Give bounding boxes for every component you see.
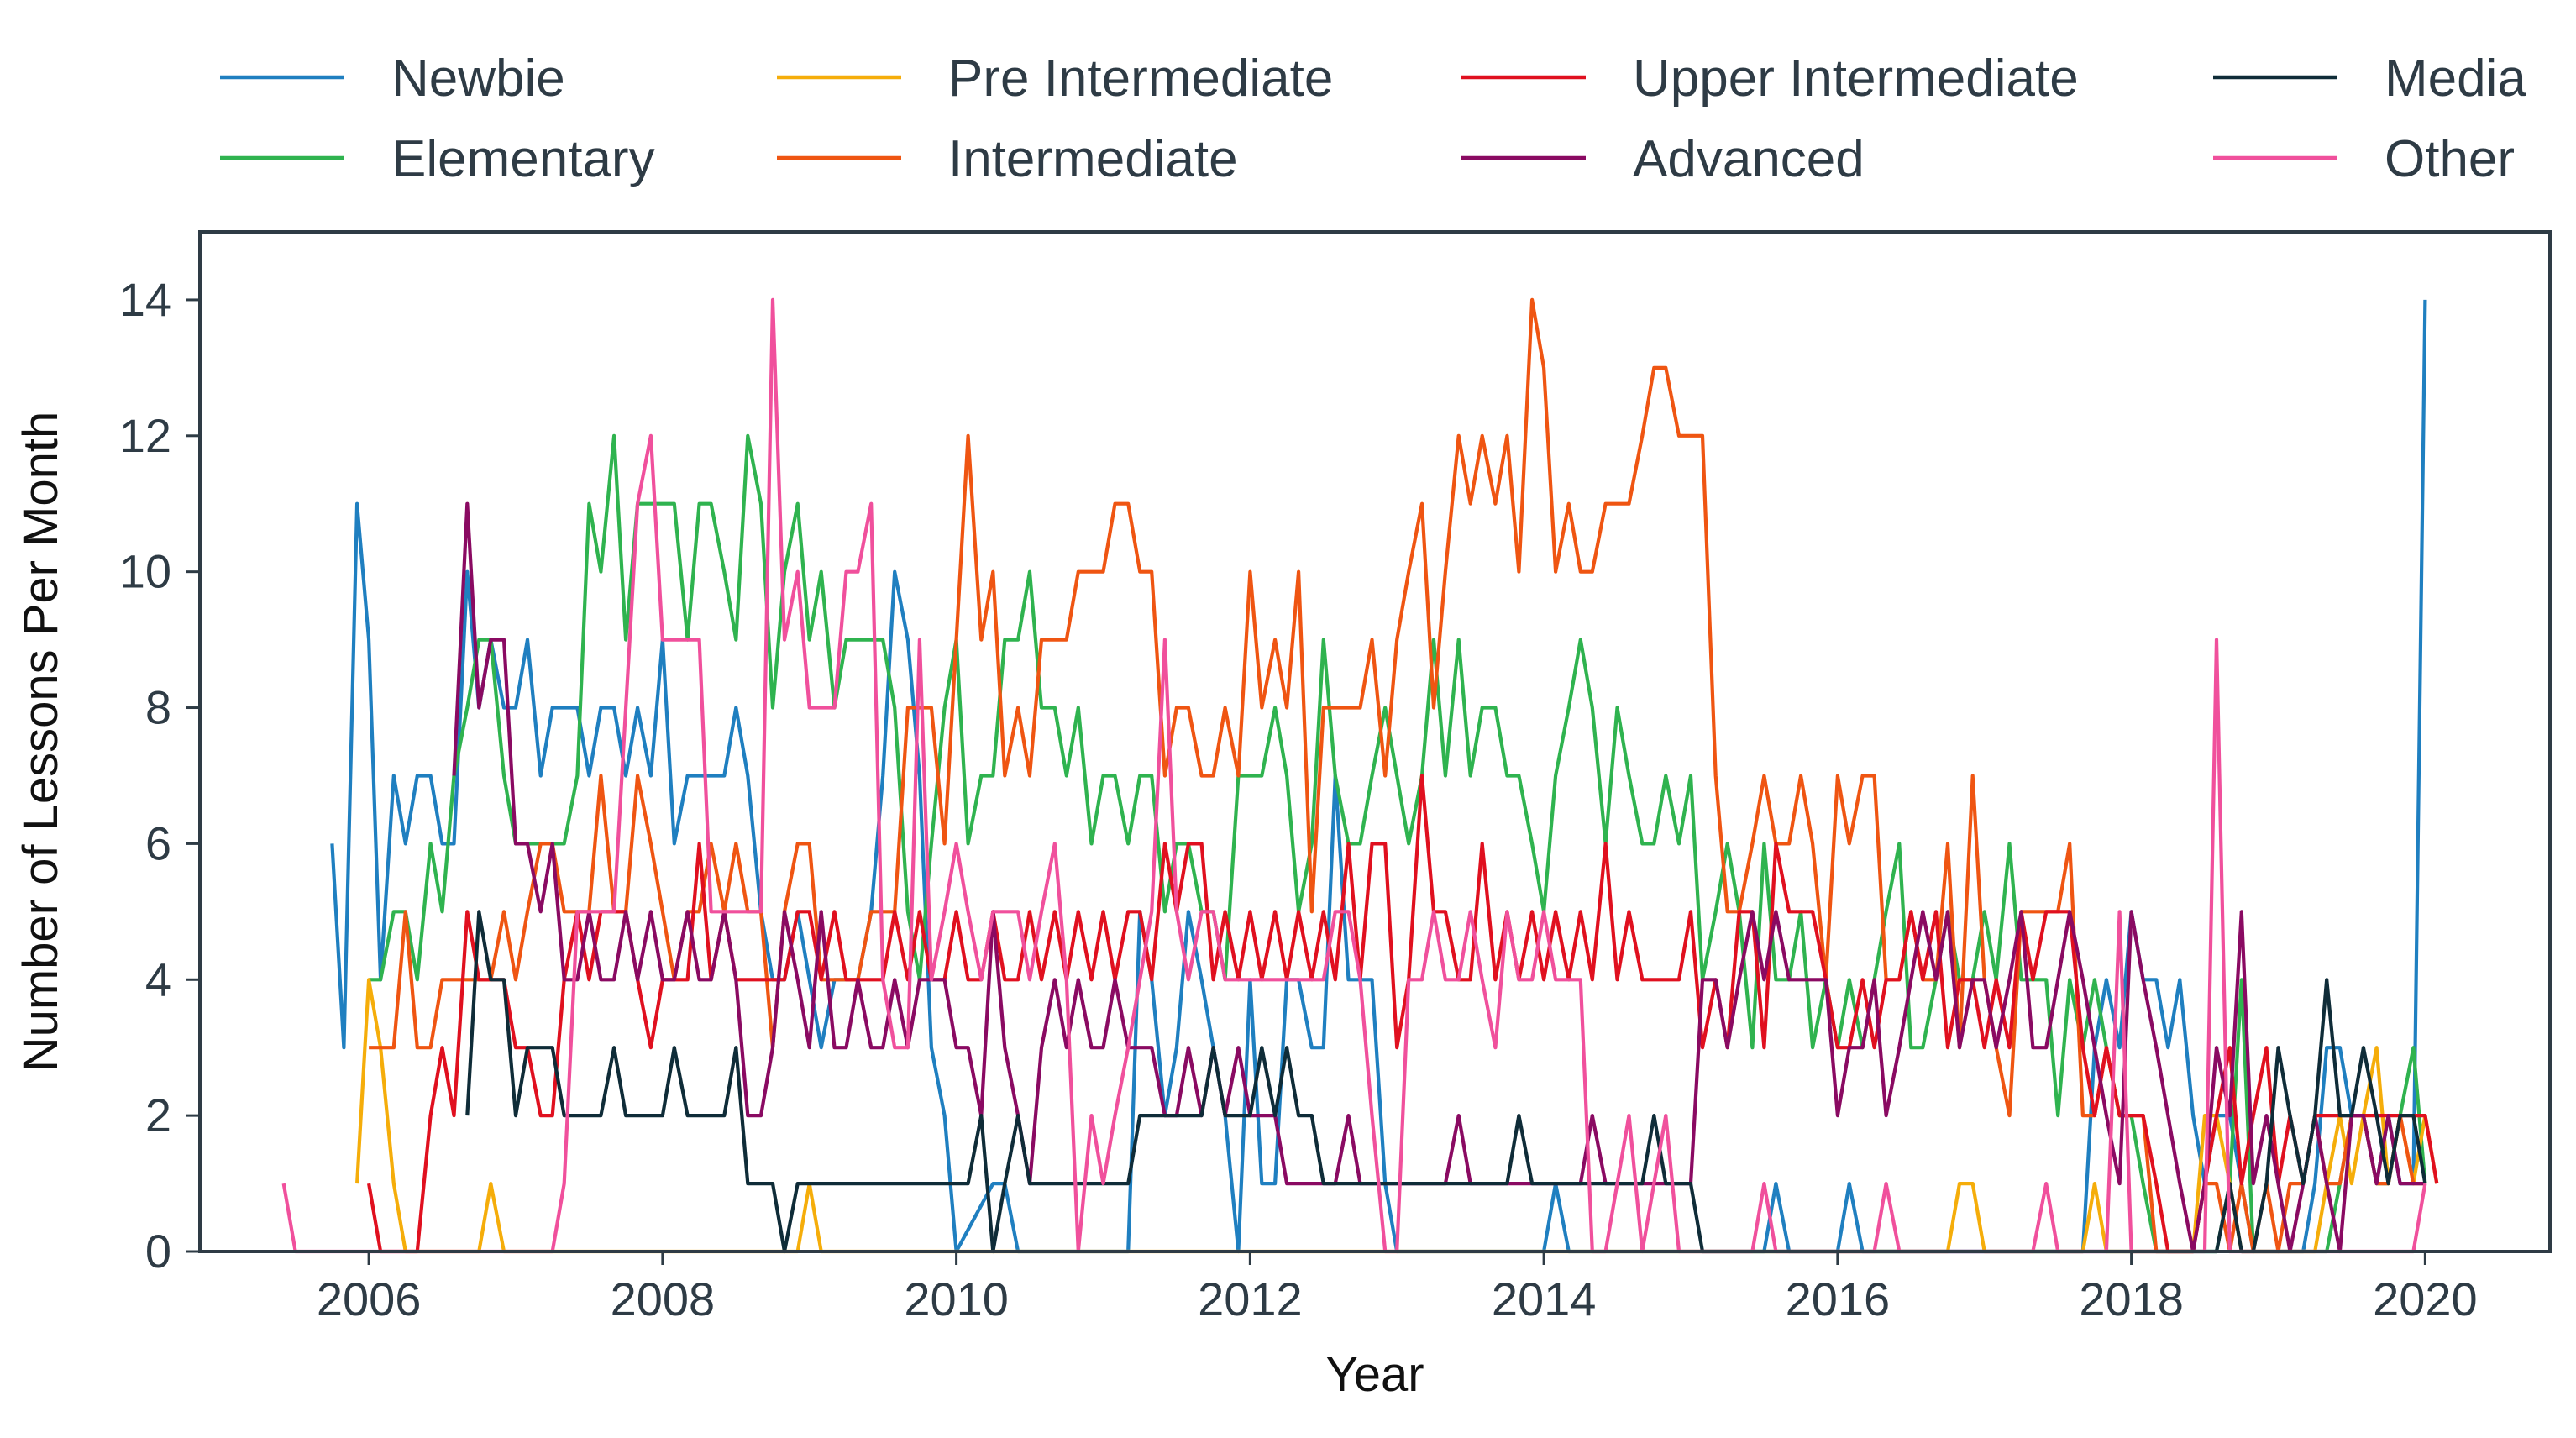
y-tick-label-8: 8 xyxy=(145,681,171,734)
legend-label-pre-intermediate: Pre Intermediate xyxy=(948,50,1333,108)
series-line-intermediate xyxy=(369,297,2426,1254)
legend-item-intermediate: Intermediate xyxy=(777,130,1238,188)
legend-item-media: Media xyxy=(2213,50,2526,108)
y-tick-label-0: 0 xyxy=(145,1225,171,1278)
y-tick-label-10: 10 xyxy=(119,545,171,598)
legend-item-pre-intermediate: Pre Intermediate xyxy=(777,50,1333,108)
x-tick-label-2008: 2008 xyxy=(611,1273,716,1325)
x-axis-label: Year xyxy=(1325,1347,1424,1402)
y-tick-label-6: 6 xyxy=(145,816,171,869)
legend-item-upper-intermediate: Upper Intermediate xyxy=(1461,50,2079,108)
series-line-other xyxy=(281,297,2427,1254)
y-tick-label-12: 12 xyxy=(119,409,171,462)
legend-item-elementary: Elementary xyxy=(220,130,655,188)
legend-label-newbie: Newbie xyxy=(391,50,565,108)
x-tick-label-2014: 2014 xyxy=(1492,1273,1597,1325)
x-tick-label-2018: 2018 xyxy=(2079,1273,2184,1325)
x-tick-label-2012: 2012 xyxy=(1198,1273,1303,1325)
series-line-media xyxy=(465,910,2427,1254)
legend-label-other: Other xyxy=(2385,130,2515,188)
x-tick-label-2016: 2016 xyxy=(1786,1273,1891,1325)
legend: Newbie Elementary Pre Intermediate Intermed… xyxy=(220,50,2526,188)
legend-item-other: Other xyxy=(2213,130,2515,188)
plot-frame xyxy=(198,230,2552,1253)
y-axis: 0 2 4 6 8 10 12 14 xyxy=(119,273,200,1278)
plot-lines xyxy=(281,297,2439,1254)
y-tick-label-2: 2 xyxy=(145,1089,171,1141)
y-axis-label: Number of Lessons Per Month xyxy=(13,412,68,1073)
x-axis: 2006 2008 2010 2012 2014 2016 2018 2020 xyxy=(317,1252,2478,1325)
x-tick-label-2006: 2006 xyxy=(317,1273,422,1325)
legend-label-media: Media xyxy=(2385,50,2526,108)
legend-item-newbie: Newbie xyxy=(220,50,565,108)
x-tick-label-2010: 2010 xyxy=(904,1273,1009,1325)
legend-label-intermediate: Intermediate xyxy=(948,130,1238,188)
series-line-elementary xyxy=(369,433,2427,1254)
legend-label-elementary: Elementary xyxy=(391,130,655,188)
x-tick-label-2020: 2020 xyxy=(2373,1273,2478,1325)
legend-item-advanced: Advanced xyxy=(1461,130,1865,188)
legend-label-upper-intermediate: Upper Intermediate xyxy=(1633,50,2079,108)
y-tick-label-14: 14 xyxy=(119,273,171,326)
y-tick-label-4: 4 xyxy=(145,953,171,1005)
legend-label-advanced: Advanced xyxy=(1633,130,1865,188)
